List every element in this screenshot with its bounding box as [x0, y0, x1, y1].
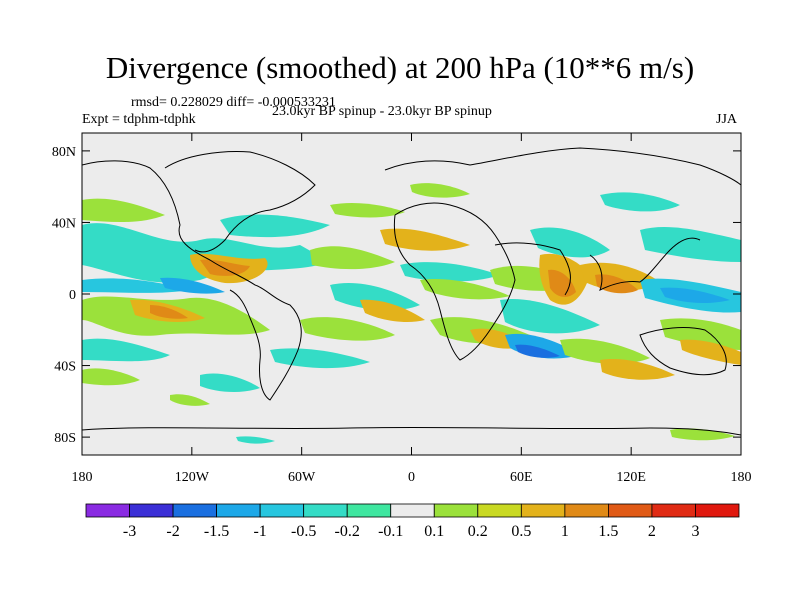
lon-tick-label: 0: [408, 470, 415, 485]
map-background: [82, 133, 741, 455]
colorbar-swatch: [520, 503, 566, 518]
latitude-axis: 80N 40N 0 40S 80S: [52, 145, 741, 446]
lat-tick-label: 80N: [52, 145, 76, 160]
colorbar-swatch: [390, 503, 435, 518]
colorbar-label: -2: [166, 523, 179, 540]
colorbar-label: 3: [691, 523, 699, 540]
colorbar-swatch: [695, 503, 740, 518]
colorbar-label: -1.5: [204, 523, 229, 540]
colorbar: -3 -2 -1.5 -1 -0.5 -0.2 -0.1 0.1 0.2 0.5 1 1.5 2 3: [85, 503, 740, 540]
colorbar-swatch: [433, 503, 479, 518]
colorbar-label: 0.1: [424, 523, 444, 540]
coastlines: [82, 147, 741, 436]
colorbar-label: 1.5: [598, 523, 618, 540]
colorbar-swatch: [608, 503, 653, 518]
lon-tick-label: 120W: [175, 470, 210, 485]
colorbar-label: 0.2: [468, 523, 488, 540]
lat-tick-label: 0: [69, 288, 76, 303]
colorbar-swatch: [346, 503, 392, 518]
colorbar-swatch: [216, 503, 261, 518]
longitude-axis: 180 120W 60W 0 60E 120E 180: [72, 133, 752, 485]
lon-tick-label: 120E: [616, 470, 646, 485]
lat-tick-label: 80S: [54, 431, 76, 446]
colorbar-swatch: [129, 503, 174, 518]
colorbar-swatch: [259, 503, 305, 518]
colorbar-swatch: [477, 503, 522, 518]
colorbar-label: 1: [561, 523, 569, 540]
experiment-label: Expt = tdphm-tdphk: [82, 112, 196, 127]
lat-tick-label: 40S: [54, 360, 76, 375]
case-label: 23.0kyr BP spinup - 23.0kyr BP spinup: [272, 104, 492, 119]
lon-tick-label: 60W: [288, 470, 316, 485]
season-label: JJA: [716, 112, 738, 127]
colorbar-label: -0.1: [378, 523, 403, 540]
colorbar-label: -1: [253, 523, 266, 540]
colorbar-label: -0.2: [335, 523, 360, 540]
plot-title: Divergence (smoothed) at 200 hPa (10**6 …: [105, 50, 695, 85]
lon-tick-label: 180: [731, 470, 752, 485]
colorbar-label: -0.5: [291, 523, 316, 540]
colorbar-label: 2: [648, 523, 656, 540]
colorbar-swatch: [172, 503, 217, 518]
colorbar-swatch: [651, 503, 696, 518]
lon-tick-label: 180: [72, 470, 93, 485]
colorbar-label: 0.5: [511, 523, 531, 540]
colorbar-swatch: [303, 503, 348, 518]
colorbar-label: -3: [123, 523, 136, 540]
lon-tick-label: 60E: [510, 470, 533, 485]
divergence-field: [82, 183, 741, 444]
stats-text: rmsd= 0.228029 diff= -0.000533231: [131, 95, 336, 110]
lat-tick-label: 40N: [52, 216, 76, 231]
colorbar-swatch: [564, 503, 609, 518]
colorbar-swatch: [85, 503, 130, 518]
